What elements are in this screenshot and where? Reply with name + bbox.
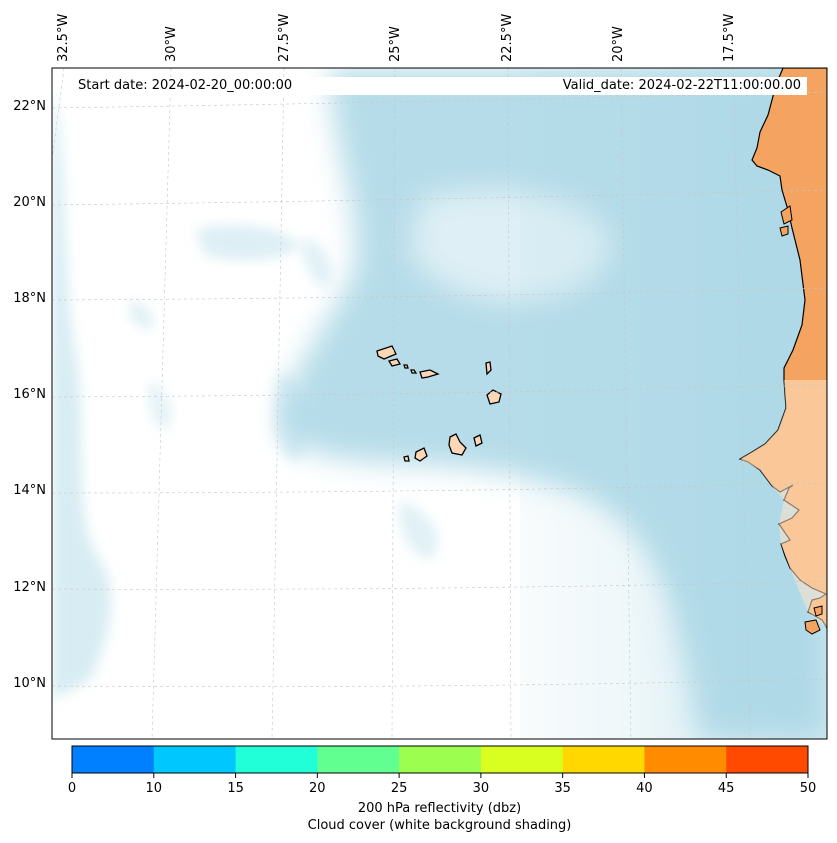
island-sal — [485, 361, 492, 376]
start-date-label: Start date: 2024-02-20_00:00:00 — [78, 78, 293, 93]
island-santiago — [448, 433, 467, 456]
island-sao-vicente — [387, 358, 402, 367]
colorbar-tick-label: 10 — [145, 781, 163, 796]
lon-label-30w: 30°W — [164, 26, 179, 62]
lat-label-20n: 20°N — [13, 195, 46, 210]
lat-label-14n: 14°N — [13, 483, 46, 498]
gridlines — [52, 68, 827, 739]
lon-label-20w: 20°W — [611, 26, 626, 62]
colorbar-tick-label: 0 — [67, 781, 77, 796]
cloud-cover-shading — [52, 68, 827, 739]
lon-label-32-5w: 32.5°W — [56, 13, 71, 62]
lat-label-12n: 12°N — [13, 580, 46, 595]
colorbar-tick-label: 50 — [799, 781, 817, 796]
colorbar-tick-label: 25 — [390, 781, 408, 796]
lat-label-18n: 18°N — [13, 291, 46, 306]
colorbar-segment — [317, 746, 400, 773]
lon-label-22-5w: 22.5°W — [500, 13, 515, 62]
coast-lighter-band — [740, 380, 827, 628]
map-frame — [51, 67, 828, 740]
colorbar-tick-label: 45 — [717, 781, 735, 796]
lat-label-16n: 16°N — [13, 387, 46, 402]
colorbar-tick-label: 30 — [472, 781, 490, 796]
coast-islands-right — [779, 205, 823, 635]
island-brava — [403, 455, 410, 462]
island-boa-vista — [486, 389, 502, 405]
colorbar-tick-label: 15 — [227, 781, 244, 796]
colorbar — [71, 745, 809, 778]
lat-label-10n: 10°N — [13, 676, 46, 691]
island-santo-antao — [376, 345, 397, 360]
lat-label-22n: 22°N — [13, 99, 46, 114]
colorbar-label: 200 hPa reflectivity (dbz) — [357, 801, 522, 816]
lon-label-27-5w: 27.5°W — [277, 13, 292, 62]
colorbar-segment — [399, 746, 482, 773]
colorbar-tick-label: 20 — [309, 781, 326, 796]
date-info-bar: Start date: 2024-02-20_00:00:00 Valid_da… — [72, 77, 807, 95]
valid-date-label: Valid_date: 2024-02-22T11:00:00.00 — [562, 78, 801, 93]
colorbar-segment — [644, 746, 727, 773]
island-santa-luzia — [403, 364, 409, 369]
colorbar-segment — [562, 746, 645, 773]
colorbar-segment — [726, 746, 809, 773]
island-maio — [473, 434, 483, 447]
colorbar-tick-label: 40 — [636, 781, 653, 796]
colorbar-segment — [153, 746, 237, 773]
island-fogo — [414, 447, 428, 462]
lon-label-25w: 25°W — [388, 26, 403, 62]
colorbar-segment — [72, 746, 155, 773]
colorbar-segment — [480, 746, 564, 773]
colorbar-sublabel: Cloud cover (white background shading) — [307, 818, 572, 833]
colorbar-segment — [235, 746, 318, 773]
cape-verde-islands — [376, 345, 502, 462]
colorbar-tick-label: 35 — [554, 781, 571, 796]
island-sao-nicolau — [410, 369, 440, 379]
lon-label-17-5w: 17.5°W — [722, 13, 737, 62]
map-area — [52, 68, 827, 739]
